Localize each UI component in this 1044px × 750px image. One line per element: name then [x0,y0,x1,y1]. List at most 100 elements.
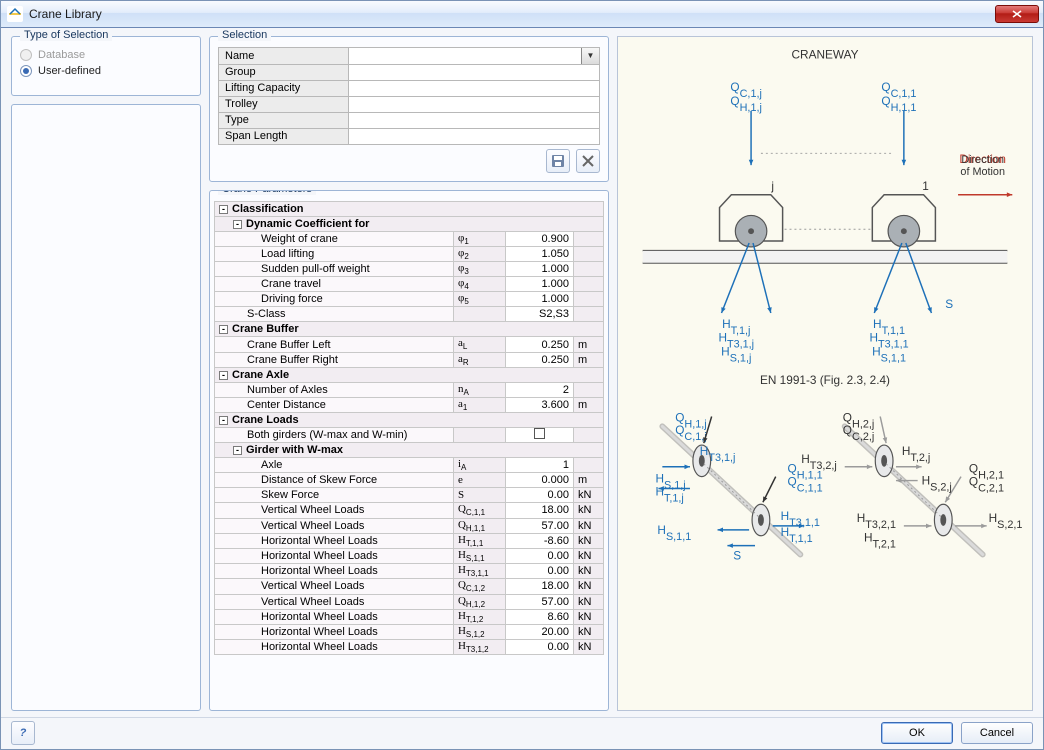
param-unit: kN [573,503,603,518]
param-value[interactable]: 1.000 [505,292,573,307]
param-value[interactable]: 0.250 [505,337,573,352]
selection-row-label: Span Length [219,128,349,144]
param-value[interactable]: 1 [505,458,573,473]
app-icon [7,6,23,22]
param-label: Weight of crane [215,231,454,246]
crane-parameters-table: -Classification-Dynamic Coefficient forW… [214,201,604,656]
middle-column: Selection Name▼GroupLifting CapacityTrol… [209,36,609,711]
param-value[interactable]: 3.600 [505,398,573,413]
left-column: Type of Selection Database User-defined [11,36,201,711]
param-value[interactable]: 2 [505,382,573,397]
param-value[interactable]: 0.900 [505,231,573,246]
param-symbol [453,307,505,322]
client-area: Type of Selection Database User-defined … [1,28,1043,717]
tree-toggle-icon[interactable]: - [233,220,242,229]
radio-user-defined-indicator [20,65,32,77]
name-combo-dropdown-icon[interactable]: ▼ [581,48,599,64]
param-section[interactable]: -Girder with W-max [215,443,604,458]
tree-toggle-icon[interactable]: - [219,205,228,214]
radio-database-label: Database [38,49,85,61]
param-value[interactable]: 0.00 [505,640,573,655]
param-symbol: φ2 [453,246,505,261]
name-combo-field[interactable] [349,48,581,64]
param-unit: m [573,337,603,352]
svg-text:1: 1 [922,178,929,192]
selection-row-label: Group [219,64,349,80]
param-value[interactable]: 0.00 [505,564,573,579]
param-value[interactable]: 0.000 [505,473,573,488]
param-symbol: nA [453,382,505,397]
param-value[interactable]: 1.050 [505,246,573,261]
param-value[interactable]: 1.000 [505,277,573,292]
param-symbol: HT,1,1 [453,533,505,548]
param-section[interactable]: -Crane Axle [215,367,604,382]
param-value[interactable]: 20.00 [505,624,573,639]
param-unit: kN [573,488,603,503]
selection-row-value[interactable] [349,96,600,112]
param-value[interactable]: S2,S3 [505,307,573,322]
crane-parameters-title: Crane Parameters [218,190,316,195]
param-value[interactable]: 1.000 [505,261,573,276]
param-section[interactable]: -Crane Buffer [215,322,604,337]
param-value[interactable]: 57.00 [505,594,573,609]
selection-row-label: Type [219,112,349,128]
param-unit [573,382,603,397]
param-value[interactable]: -8.60 [505,533,573,548]
param-symbol: QC,1,2 [453,579,505,594]
param-value[interactable]: 18.00 [505,579,573,594]
param-symbol: HT,1,2 [453,609,505,624]
tree-toggle-icon[interactable]: - [219,416,228,425]
save-icon-button[interactable] [546,149,570,173]
param-label: Sudden pull-off weight [215,261,454,276]
param-label: Horizontal Wheel Loads [215,564,454,579]
param-value[interactable]: 18.00 [505,503,573,518]
selection-row-value[interactable]: ▼ [349,47,600,64]
param-label: Vertical Wheel Loads [215,579,454,594]
selection-row-value[interactable] [349,128,600,144]
param-symbol: φ1 [453,231,505,246]
param-unit [573,261,603,276]
tree-toggle-icon[interactable]: - [219,371,228,380]
right-column: CRANEWAYQC,1,jQH,1,jQC,1,1QH,1,1Directio… [617,36,1033,711]
radio-user-defined[interactable]: User-defined [20,63,192,79]
cancel-button[interactable]: Cancel [961,722,1033,744]
selection-row-value[interactable] [349,64,600,80]
type-of-selection-title: Type of Selection [20,29,112,41]
param-value[interactable]: 0.00 [505,488,573,503]
help-button[interactable]: ? [11,721,35,745]
param-symbol: e [453,473,505,488]
param-label: Axle [215,458,454,473]
param-value[interactable]: 57.00 [505,518,573,533]
param-unit [573,307,603,322]
type-of-selection-group: Type of Selection Database User-defined [11,36,201,96]
param-label: Vertical Wheel Loads [215,518,454,533]
param-section[interactable]: -Crane Loads [215,413,604,428]
delete-icon-button[interactable] [576,149,600,173]
both-girders-checkbox[interactable] [534,428,545,439]
ok-button[interactable]: OK [881,722,953,744]
param-symbol: S [453,488,505,503]
param-section[interactable]: -Classification [215,201,604,216]
selection-row-value[interactable] [349,112,600,128]
titlebar: Crane Library [1,1,1043,28]
tree-toggle-icon[interactable]: - [233,446,242,455]
selection-row-label: Trolley [219,96,349,112]
selection-group: Selection Name▼GroupLifting CapacityTrol… [209,36,609,182]
selection-row-value[interactable] [349,80,600,96]
param-symbol: aR [453,352,505,367]
radio-database-indicator [20,49,32,61]
param-unit: m [573,398,603,413]
param-label: Number of Axles [215,382,454,397]
param-unit [573,246,603,261]
param-section[interactable]: -Dynamic Coefficient for [215,216,604,231]
param-symbol: φ5 [453,292,505,307]
param-label: Driving force [215,292,454,307]
param-value[interactable]: 8.60 [505,609,573,624]
window-close-button[interactable] [995,5,1039,23]
svg-text:EN 1991-3 (Fig. 2.3, 2.4): EN 1991-3 (Fig. 2.3, 2.4) [760,372,890,386]
param-unit: kN [573,579,603,594]
tree-toggle-icon[interactable]: - [219,325,228,334]
param-value[interactable]: 0.00 [505,548,573,563]
param-value[interactable]: 0.250 [505,352,573,367]
param-symbol: QC,1,1 [453,503,505,518]
